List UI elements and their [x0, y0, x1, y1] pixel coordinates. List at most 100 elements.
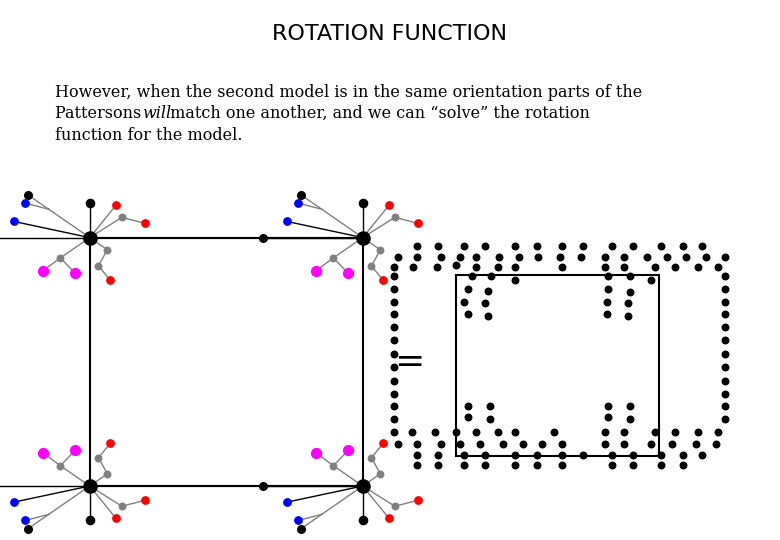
Point: [462, 310, 474, 319]
Point: [481, 312, 494, 320]
Point: [257, 482, 270, 490]
Point: [388, 414, 400, 423]
Point: [411, 252, 424, 261]
Text: However, when the second model is in the same orientation parts of the: However, when the second model is in the…: [55, 84, 642, 100]
Point: [711, 263, 724, 272]
Point: [509, 461, 521, 470]
Point: [641, 252, 654, 261]
Point: [392, 440, 404, 448]
Point: [577, 241, 590, 250]
Point: [292, 516, 304, 525]
Point: [37, 448, 49, 457]
Text: =: =: [395, 345, 424, 379]
Point: [328, 461, 340, 470]
Point: [115, 502, 128, 511]
Point: [462, 285, 474, 293]
Point: [388, 376, 400, 385]
Point: [392, 252, 404, 261]
Point: [696, 241, 708, 250]
Point: [668, 428, 681, 436]
Point: [624, 414, 636, 423]
Point: [668, 263, 681, 272]
Point: [666, 440, 679, 448]
Point: [481, 286, 494, 295]
Point: [92, 454, 105, 462]
Point: [8, 498, 20, 507]
Point: [719, 349, 732, 358]
Point: [470, 252, 482, 261]
Point: [458, 450, 470, 459]
Point: [462, 402, 474, 410]
Point: [458, 298, 470, 307]
Text: ROTATION FUNCTION: ROTATION FUNCTION: [272, 24, 508, 44]
Point: [700, 252, 712, 261]
Point: [479, 450, 491, 459]
Point: [645, 440, 658, 448]
Point: [655, 461, 668, 470]
Point: [374, 245, 387, 254]
Point: [601, 310, 613, 319]
Point: [388, 402, 400, 410]
Point: [292, 199, 304, 207]
Point: [532, 252, 544, 261]
Point: [484, 402, 496, 410]
Point: [115, 213, 128, 221]
Point: [69, 269, 81, 278]
Point: [676, 241, 689, 250]
Point: [719, 252, 732, 261]
Point: [627, 450, 640, 459]
Point: [627, 461, 640, 470]
Point: [55, 461, 67, 470]
Point: [530, 461, 543, 470]
Point: [618, 440, 630, 448]
Point: [356, 199, 369, 207]
Point: [692, 263, 704, 272]
Point: [655, 241, 668, 250]
Point: [69, 446, 81, 455]
Point: [719, 376, 732, 385]
Point: [356, 516, 369, 525]
Point: [516, 440, 529, 448]
Point: [719, 298, 732, 307]
Point: [680, 252, 693, 261]
Point: [22, 191, 34, 199]
Point: [383, 201, 395, 210]
Point: [676, 461, 689, 470]
Point: [101, 469, 114, 478]
Point: [110, 514, 122, 523]
Point: [83, 516, 96, 525]
Point: [434, 252, 447, 261]
Point: [555, 263, 568, 272]
Point: [8, 217, 20, 226]
Point: [281, 217, 293, 226]
Point: [19, 199, 31, 207]
Point: [624, 287, 636, 296]
Point: [598, 252, 611, 261]
Point: [411, 440, 424, 448]
Point: [365, 261, 378, 270]
Point: [618, 428, 630, 436]
Point: [342, 269, 354, 278]
Point: [719, 272, 732, 281]
Point: [434, 440, 447, 448]
Point: [598, 263, 611, 272]
Point: [548, 428, 560, 436]
Point: [509, 450, 521, 459]
Text: Pattersons: Pattersons: [55, 105, 146, 122]
Point: [602, 272, 615, 281]
Text: function for the model.: function for the model.: [55, 127, 242, 144]
Point: [450, 260, 463, 269]
Point: [429, 428, 441, 436]
Point: [602, 413, 615, 421]
Point: [388, 263, 400, 272]
Point: [509, 263, 521, 272]
Point: [509, 428, 521, 436]
Text: match one another, and we can “solve” the rotation: match one another, and we can “solve” th…: [165, 105, 590, 122]
Point: [388, 428, 400, 436]
Point: [110, 201, 122, 210]
Point: [328, 253, 340, 262]
Point: [622, 299, 634, 308]
Point: [649, 263, 661, 272]
Point: [719, 336, 732, 345]
Point: [342, 446, 354, 455]
